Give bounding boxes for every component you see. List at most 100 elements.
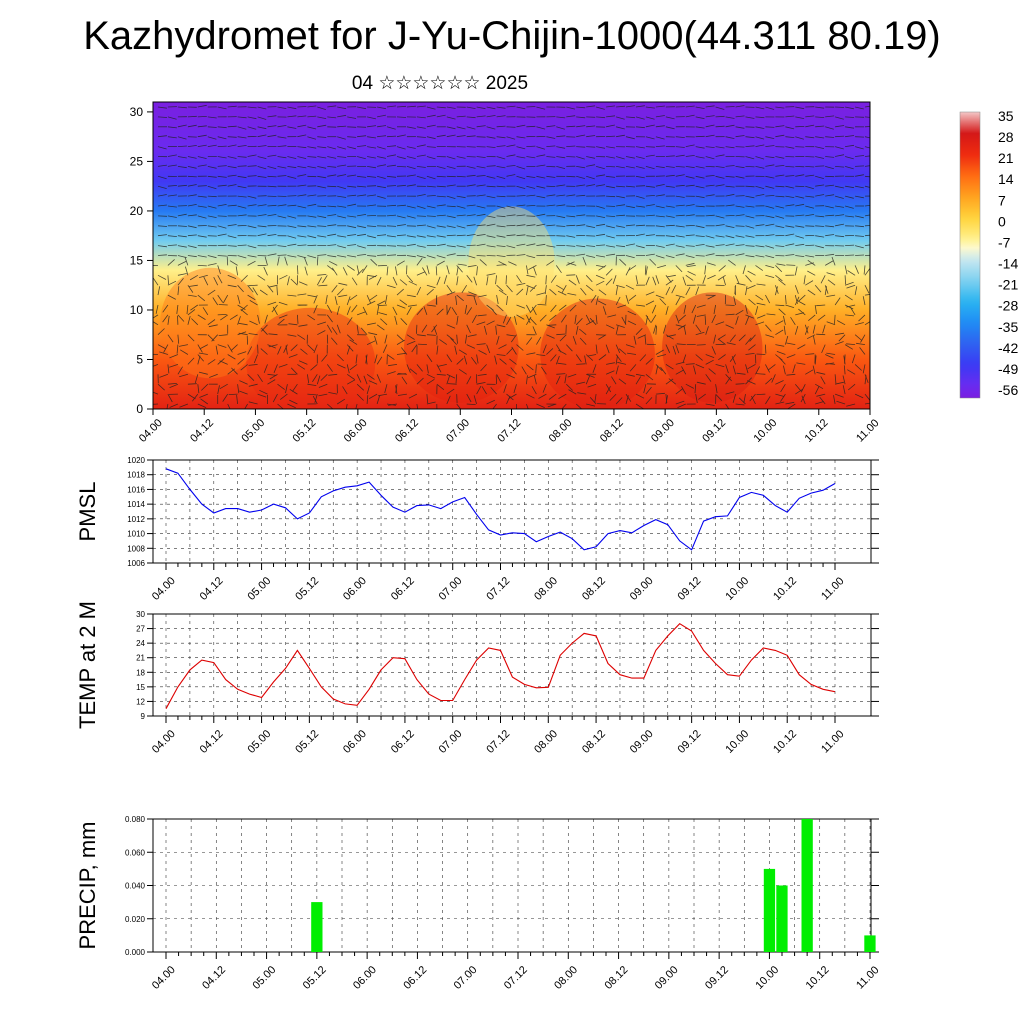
wind-barb (466, 376, 472, 385)
x-tick-label: 05.00 (245, 575, 273, 603)
wind-barb (239, 380, 248, 385)
wind-barb (665, 306, 669, 316)
wind-barb (457, 263, 467, 266)
wind-barb (685, 144, 695, 147)
wind-barb (237, 165, 247, 167)
wind-barb (825, 166, 835, 170)
wind-barb (357, 126, 367, 128)
wind-barb (423, 306, 428, 316)
wind-barb (765, 156, 775, 159)
wind-barb (845, 215, 855, 218)
wind-barb (219, 383, 228, 390)
wind-barb (835, 235, 845, 238)
wind-barb (546, 125, 556, 128)
wind-barb (734, 285, 736, 295)
wind-barb (612, 275, 617, 284)
wind-barb (208, 324, 218, 328)
wind-barb (397, 393, 407, 396)
wind-barb (197, 125, 207, 128)
wind-barb (376, 300, 386, 306)
wind-barb (337, 164, 347, 167)
wind-barb (496, 225, 506, 228)
wind-barb (645, 166, 655, 170)
wind-barb (367, 255, 377, 257)
wind-barb (327, 205, 337, 208)
wind-barb (765, 396, 771, 405)
wind-barb (153, 321, 159, 326)
wind-barb (227, 166, 237, 169)
wind-barb (558, 349, 567, 355)
wind-barb (556, 135, 566, 138)
x-tick-label: 06.00 (351, 964, 379, 992)
wind-barb (217, 344, 227, 348)
wind-barb (157, 225, 168, 227)
wind-barb (396, 260, 405, 266)
wind-barb (187, 245, 197, 249)
wind-barb (456, 266, 459, 276)
wind-barb (705, 156, 715, 160)
wind-barb (167, 259, 175, 266)
wind-barb (218, 334, 228, 336)
wind-barb (615, 354, 622, 362)
wind-barb (625, 105, 635, 108)
wind-barb (835, 154, 845, 157)
wind-barb (749, 393, 756, 402)
wind-barb (327, 224, 337, 227)
wind-barb (347, 244, 357, 246)
wind-barb (506, 284, 513, 293)
wind-barb (635, 166, 645, 169)
wind-barb (556, 225, 566, 227)
wind-barb (546, 334, 555, 339)
wind-barb (327, 265, 335, 272)
wind-barb (837, 320, 846, 326)
wind-barb (406, 174, 416, 177)
wind-barb (157, 106, 167, 109)
wind-barb (645, 291, 655, 296)
wind-barb (655, 325, 657, 335)
wind-barb (685, 155, 695, 157)
wind-barb (605, 386, 611, 395)
y-tick-label: 0.000 (125, 948, 146, 957)
wind-barb (396, 184, 406, 187)
wind-barb (655, 275, 660, 284)
wind-barb (755, 144, 765, 147)
wind-barb (568, 279, 577, 286)
wind-barb (230, 344, 238, 351)
wind-barb (207, 166, 217, 169)
wind-barb (568, 389, 577, 395)
wind-barb (516, 156, 526, 159)
wind-barb (406, 294, 416, 298)
x-tick-label: 08.00 (552, 964, 580, 992)
wind-barb (406, 205, 416, 209)
wind-barb (458, 349, 467, 355)
wind-barb (278, 364, 288, 368)
wind-barb (715, 154, 725, 157)
wind-barb (765, 136, 775, 139)
wind-barb (526, 125, 536, 128)
wind-barb (307, 344, 315, 352)
wind-barb (725, 185, 735, 188)
x-tick-label: 06.00 (341, 728, 369, 756)
wind-barb (556, 184, 566, 187)
y-tick-label: 0.060 (125, 848, 146, 857)
wind-barb (167, 116, 177, 120)
wind-barb (735, 175, 745, 179)
wind-barb (237, 126, 247, 130)
wind-barb (446, 205, 456, 208)
wind-barb (725, 374, 732, 382)
wind-barb (478, 350, 487, 355)
wind-barb (576, 194, 586, 197)
wind-barb (652, 276, 657, 286)
wind-barb (685, 105, 695, 108)
wind-barb (805, 195, 815, 198)
wind-barb (755, 166, 765, 169)
wind-barb (589, 317, 597, 326)
wind-barb (556, 166, 566, 169)
wind-barb (695, 354, 703, 361)
wind-barb (396, 116, 407, 118)
wind-barb (605, 324, 615, 329)
wind-barb (595, 314, 598, 324)
wind-barb (476, 184, 486, 187)
wind-barb (436, 166, 446, 169)
wind-barb (177, 156, 187, 159)
